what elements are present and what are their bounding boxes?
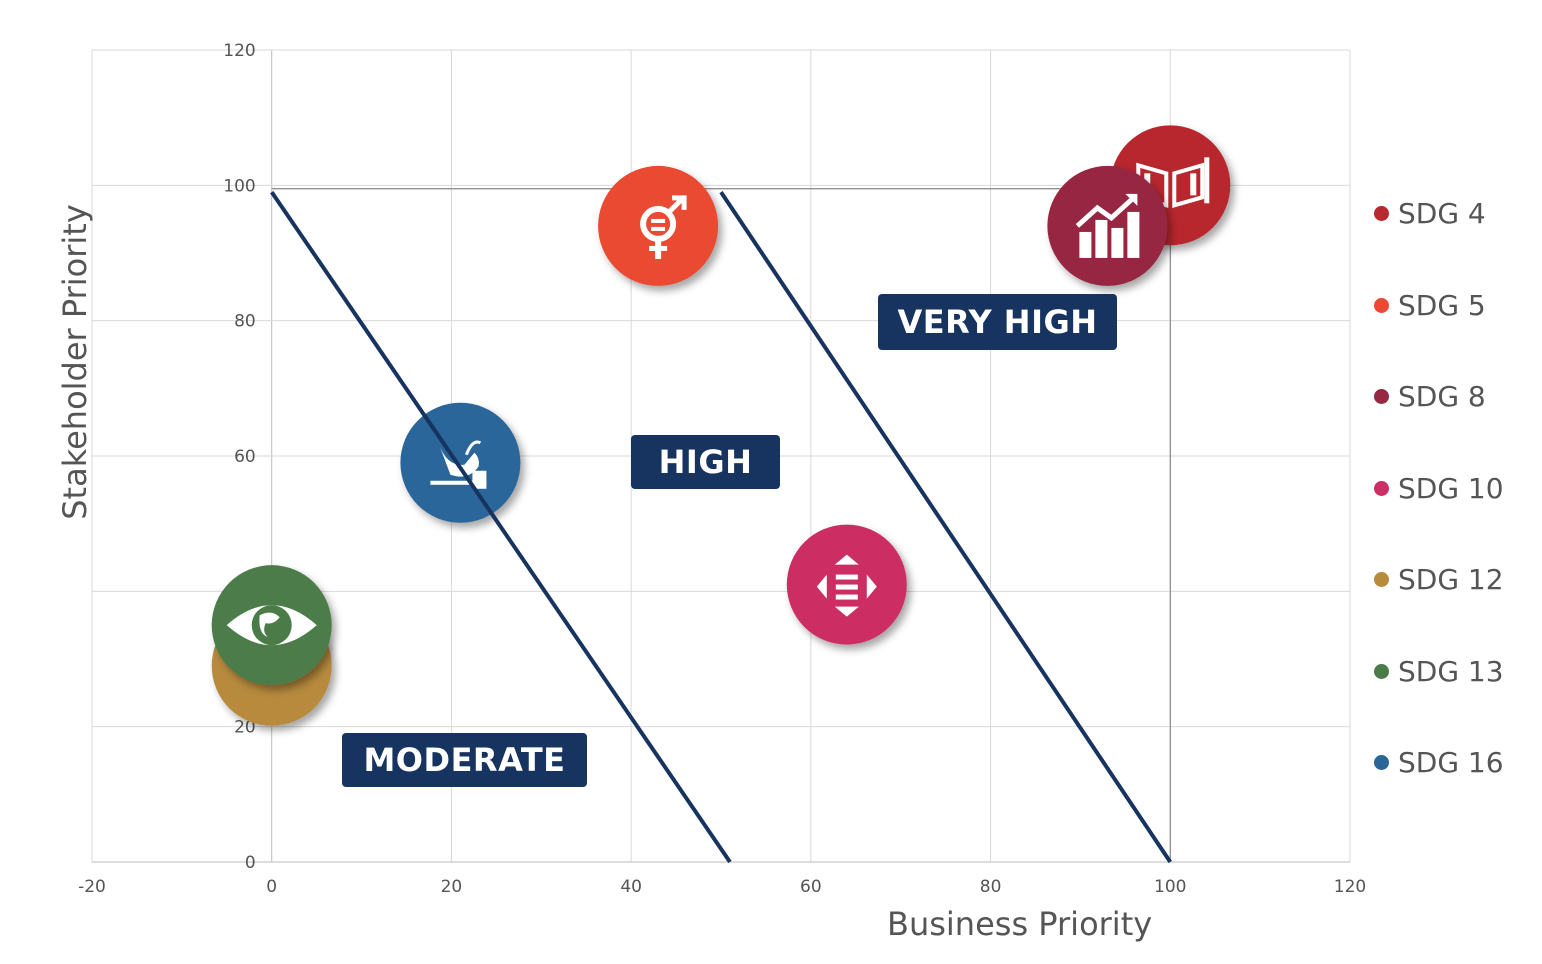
data-point-sdg-16	[400, 402, 521, 523]
legend-item: SDG 12	[1374, 534, 1504, 626]
data-point-sdg-10	[786, 524, 907, 645]
legend-item: SDG 13	[1374, 626, 1504, 718]
x-tick-label: 100	[1154, 877, 1186, 897]
marker-circle	[400, 402, 521, 523]
legend-label: SDG 13	[1398, 654, 1504, 688]
x-tick-label: -20	[78, 877, 106, 897]
eye-globe-icon	[226, 605, 317, 646]
zone-label-moderate: MODERATE	[342, 733, 587, 787]
y-tick-label: 100	[223, 176, 255, 196]
reduced-inequality-icon	[816, 554, 877, 617]
x-tick-label: 80	[980, 877, 1002, 897]
x-tick-label: 120	[1334, 877, 1366, 897]
legend-label: SDG 4	[1398, 197, 1486, 231]
growth-chart-icon	[1374, 389, 1389, 405]
x-tick-label: 20	[441, 877, 463, 897]
legend-label: SDG 12	[1398, 563, 1504, 597]
legend-item: SDG 16	[1374, 717, 1504, 809]
legend-label: SDG 10	[1398, 471, 1504, 505]
x-tick-label: 0	[266, 877, 277, 897]
x-tick-label: 60	[800, 877, 822, 897]
legend: SDG 4 SDG 5 SDG 8 SDG 10 SDG 12 SDG 13 SDG 16	[1374, 168, 1504, 809]
y-tick-label: 20	[234, 718, 256, 738]
data-point-sdg-13	[211, 565, 332, 686]
reduced-inequality-icon	[1374, 480, 1389, 496]
zone-boundary-line	[270, 190, 732, 864]
legend-label: SDG 16	[1398, 746, 1504, 780]
zone-label-very-high: VERY HIGH	[878, 294, 1117, 350]
legend-item: SDG 8	[1374, 351, 1504, 443]
legend-item: SDG 4	[1374, 168, 1504, 260]
legend-label: SDG 5	[1398, 288, 1486, 322]
zone-label-high: HIGH	[631, 435, 780, 489]
data-point-sdg-8	[1047, 165, 1168, 286]
zone-boundary-line	[719, 190, 1172, 864]
infinity-icon	[1374, 572, 1389, 588]
legend-label: SDG 8	[1398, 380, 1486, 414]
gender-equality-icon	[1374, 297, 1389, 313]
y-tick-label: 80	[234, 312, 256, 332]
legend-item: SDG 10	[1374, 443, 1504, 535]
x-axis-title: Business Priority	[887, 905, 1153, 943]
book-pencil-icon	[1374, 206, 1389, 222]
marker-circle	[598, 165, 719, 286]
x-tick-label: 40	[620, 877, 642, 897]
y-axis-title: Stakeholder Priority	[56, 204, 94, 520]
y-tick-label: 60	[234, 447, 256, 467]
legend-item: SDG 5	[1374, 260, 1504, 352]
eye-globe-icon	[1374, 663, 1389, 679]
growth-chart-icon	[1075, 193, 1140, 258]
gender-equality-icon	[640, 195, 687, 259]
dove-gavel-icon	[1374, 755, 1389, 771]
dove-gavel-icon	[430, 440, 487, 489]
y-tick-label: 0	[245, 853, 256, 873]
y-tick-label: 120	[223, 41, 255, 61]
data-point-sdg-5	[598, 165, 719, 286]
